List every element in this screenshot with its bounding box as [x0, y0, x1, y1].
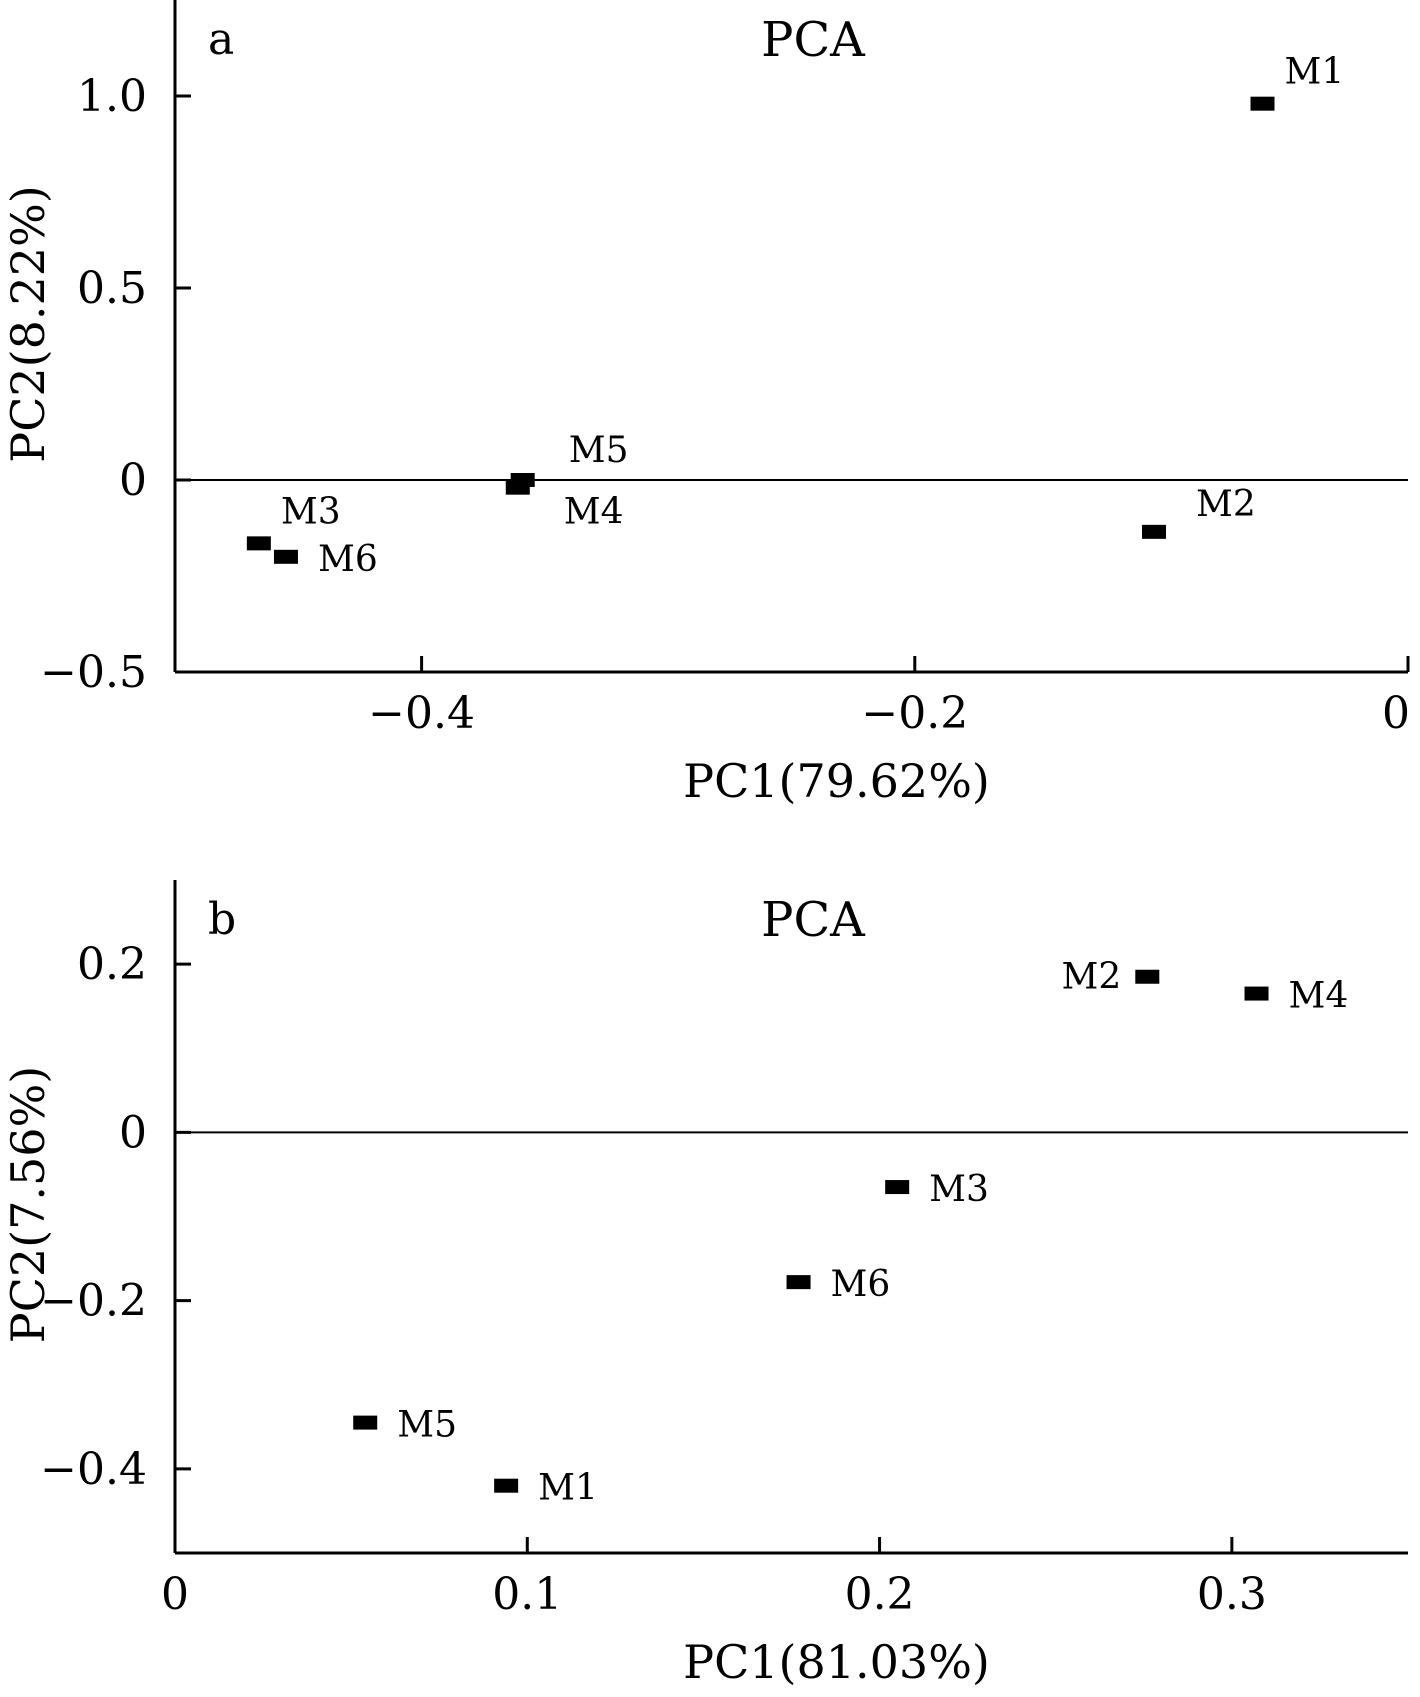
- point-label-m4: M4: [1289, 976, 1349, 1017]
- y-axis-label: PC2(7.56%): [1, 1066, 55, 1343]
- point-label-m6: M6: [831, 1264, 891, 1305]
- x-tick-label: 0.1: [492, 1569, 562, 1620]
- chart-title: PCA: [761, 12, 866, 68]
- y-tick-label: 1.0: [77, 71, 147, 122]
- point-m6: [273, 549, 298, 564]
- panel-letter: b: [208, 894, 236, 945]
- point-label-m4: M4: [564, 492, 624, 533]
- point-m6: [786, 1275, 811, 1290]
- x-tick-label: 0: [1382, 688, 1410, 739]
- x-tick-label: −0.2: [861, 688, 968, 739]
- y-tick-label: −0.2: [40, 1276, 147, 1327]
- x-tick-label: 0: [161, 1569, 189, 1620]
- point-label-m2: M2: [1196, 484, 1256, 525]
- x-tick-label: 0.3: [1197, 1569, 1267, 1620]
- point-label-m3: M3: [929, 1169, 989, 1210]
- point-label-m1: M1: [1285, 52, 1345, 93]
- point-label-m5: M5: [397, 1405, 457, 1446]
- point-label-m3: M3: [281, 491, 341, 532]
- point-m2: [1135, 969, 1160, 984]
- point-m1: [1250, 96, 1275, 111]
- panel-b: −0.4 −0.2 0 0.2 0 0.1 0.2 0.3 PCA b PC1(81.03%) PC2…: [1, 880, 1408, 1689]
- point-label-m6: M6: [318, 539, 378, 580]
- x-axis-label: PC1(81.03%): [683, 1635, 990, 1689]
- point-label-m2: M2: [1062, 957, 1122, 998]
- point-m4: [1244, 986, 1269, 1001]
- point-label-m5: M5: [569, 430, 629, 471]
- y-tick-label: 0.5: [77, 263, 147, 314]
- point-m5: [353, 1415, 378, 1430]
- panel-letter: a: [208, 14, 234, 65]
- y-tick-label: −0.5: [40, 647, 147, 698]
- y-axis-label: PC2(8.22%): [1, 185, 55, 462]
- point-m5: [510, 473, 535, 487]
- y-tick-label: 0.2: [77, 939, 147, 990]
- x-tick-label: 0.2: [845, 1569, 915, 1620]
- y-tick-label: 0: [119, 1107, 147, 1158]
- panel-a: −0.5 0 0.5 1.0 −0.4 −0.2 0 PCA a PC1(79.62%) PC2(8…: [1, 0, 1410, 808]
- y-tick-label: −0.4: [40, 1444, 147, 1495]
- x-axis-label: PC1(79.62%): [683, 754, 990, 808]
- y-tick-label: 0: [119, 455, 147, 506]
- point-m2: [1142, 524, 1167, 539]
- x-tick-label: −0.4: [368, 688, 475, 739]
- chart-title: PCA: [761, 892, 866, 948]
- point-m1: [494, 1478, 519, 1493]
- point-m3: [885, 1180, 910, 1195]
- point-m3: [246, 536, 271, 551]
- point-label-m1: M1: [538, 1468, 598, 1509]
